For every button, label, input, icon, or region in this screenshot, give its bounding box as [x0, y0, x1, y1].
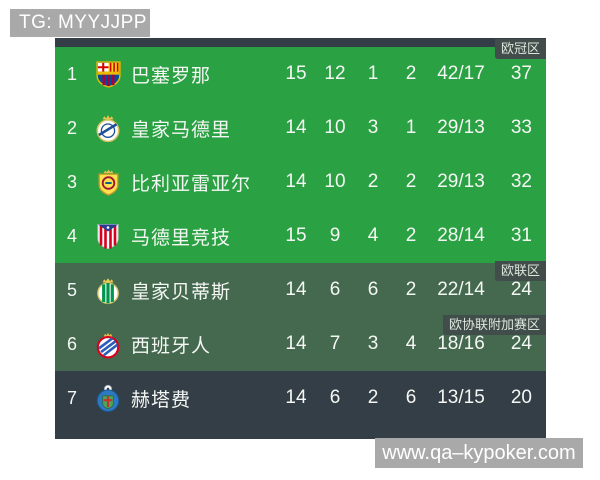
champions-league-zone-badge: 欧冠区: [494, 39, 546, 59]
losses: 2: [405, 225, 417, 246]
draws: 2: [367, 171, 379, 192]
points: 24: [510, 279, 532, 300]
table-row[interactable]: 7 赫塔费 14 6 2 6 13/15 20: [55, 371, 546, 425]
goal-ratio: 22/14: [437, 279, 485, 300]
team-name: 赫塔费: [131, 389, 192, 411]
matches-played: 15: [285, 63, 307, 84]
table-row[interactable]: 1 巴塞罗那 15 12 1 2 42/17 37 欧冠区: [55, 39, 546, 101]
matches-played: 15: [285, 225, 307, 246]
points: 24: [510, 333, 532, 354]
table-row[interactable]: 4 马德里竞技 15 9 4 2 28/14 31: [55, 209, 546, 263]
goal-ratio: 13/15: [437, 387, 485, 408]
website-badge: www.qa–kypoker.com: [375, 438, 583, 468]
table-row[interactable]: 5 皇家贝蒂斯 14 6 6 2 22/14 24 欧联区: [55, 261, 546, 317]
losses: 2: [405, 279, 417, 300]
espanyol-crest-icon: [89, 329, 127, 359]
rank: 2: [66, 117, 77, 138]
europa-league-zone-badge: 欧联区: [494, 261, 546, 281]
matches-played: 14: [285, 387, 307, 408]
draws: 4: [367, 225, 379, 246]
league-standings-table: 1 巴塞罗那 15 12 1 2 42/17 37 欧冠区 2: [55, 38, 546, 439]
team-name: 皇家马德里: [131, 119, 232, 141]
table-row[interactable]: 2 皇家马德里 14 10 3 1 29/13 33: [55, 101, 546, 155]
goal-ratio: 42/17: [437, 63, 485, 84]
team-name: 巴塞罗那: [131, 65, 212, 87]
villarreal-crest-icon: [89, 168, 127, 197]
atletico-madrid-crest-icon: [89, 222, 127, 251]
draws: 1: [367, 63, 379, 84]
team-name: 比利亚雷亚尔: [131, 173, 252, 195]
team-name: 马德里竞技: [131, 227, 232, 249]
rank: 1: [66, 63, 77, 84]
real-madrid-crest-icon: [89, 113, 127, 143]
rank: 4: [66, 225, 77, 246]
table-row[interactable]: 3 比利亚雷亚尔 14 10 2 2 29/13 32: [55, 155, 546, 209]
rank: 7: [66, 387, 77, 408]
matches-played: 14: [285, 117, 307, 138]
rank: 5: [66, 279, 77, 300]
draws: 3: [367, 117, 379, 138]
losses: 1: [405, 117, 417, 138]
wins: 6: [329, 387, 341, 408]
losses: 2: [405, 171, 417, 192]
matches-played: 14: [285, 171, 307, 192]
losses: 6: [405, 387, 417, 408]
goal-ratio: 29/13: [437, 117, 485, 138]
conference-league-playoff-zone-badge: 欧协联附加赛区: [442, 315, 546, 335]
points: 33: [510, 117, 532, 138]
rank: 3: [66, 171, 77, 192]
draws: 6: [367, 279, 379, 300]
team-name: 西班牙人: [131, 335, 212, 357]
wins: 6: [329, 279, 341, 300]
losses: 4: [405, 333, 417, 354]
barcelona-crest-icon: [89, 60, 127, 89]
wins: 9: [329, 225, 341, 246]
wins: 12: [324, 63, 346, 84]
points: 31: [510, 225, 532, 246]
goal-ratio: 29/13: [437, 171, 485, 192]
losses: 2: [405, 63, 417, 84]
draws: 2: [367, 387, 379, 408]
team-name: 皇家贝蒂斯: [131, 281, 232, 303]
matches-played: 14: [285, 279, 307, 300]
points: 37: [510, 63, 532, 84]
wins: 10: [324, 117, 346, 138]
wins: 10: [324, 171, 346, 192]
rank: 6: [66, 333, 77, 354]
telegram-handle-badge: TG: MYYJJPP: [10, 9, 150, 37]
real-betis-crest-icon: [89, 275, 127, 305]
points: 32: [510, 171, 532, 192]
goal-ratio: 18/16: [437, 333, 485, 354]
table-row[interactable]: 6 西班牙人 14 7 3 4 18/16 24 欧协联附加赛区: [55, 315, 546, 371]
draws: 3: [367, 333, 379, 354]
getafe-crest-icon: [89, 383, 127, 413]
points: 20: [510, 387, 532, 408]
wins: 7: [329, 333, 341, 354]
matches-played: 14: [285, 333, 307, 354]
goal-ratio: 28/14: [437, 225, 485, 246]
